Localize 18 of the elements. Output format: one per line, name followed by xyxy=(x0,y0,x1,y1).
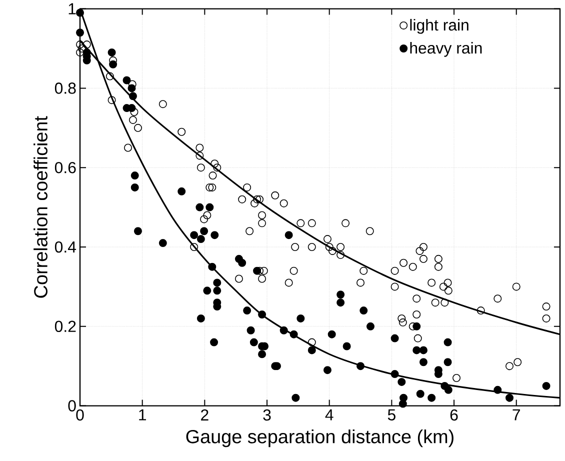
y-tick-label: 1 xyxy=(68,3,76,14)
x-tick-label: 2 xyxy=(201,409,208,421)
y-tick-label: 0 xyxy=(68,400,76,412)
x-axis-title: Gauge separation distance (km) xyxy=(186,430,454,448)
x-tick-label: 6 xyxy=(450,409,458,421)
y-axis-title: Correlation coefficient xyxy=(34,116,48,298)
x-tick-label: 7 xyxy=(512,409,520,420)
legend-label: light rain xyxy=(410,19,468,34)
x-tick-label: 5 xyxy=(388,409,396,421)
y-tick-label: 0.4 xyxy=(54,241,76,253)
y-tick-label: 0.6 xyxy=(54,162,76,174)
x-tick-label: 1 xyxy=(139,409,146,420)
x-tick-label: 4 xyxy=(325,409,334,420)
y-tick-label: 0.8 xyxy=(54,82,76,94)
x-tick-label: 3 xyxy=(263,409,271,421)
x-tick-label: 0 xyxy=(76,409,84,421)
y-tick-label: 0.2 xyxy=(54,320,76,332)
legend-label: heavy rain xyxy=(410,42,482,57)
